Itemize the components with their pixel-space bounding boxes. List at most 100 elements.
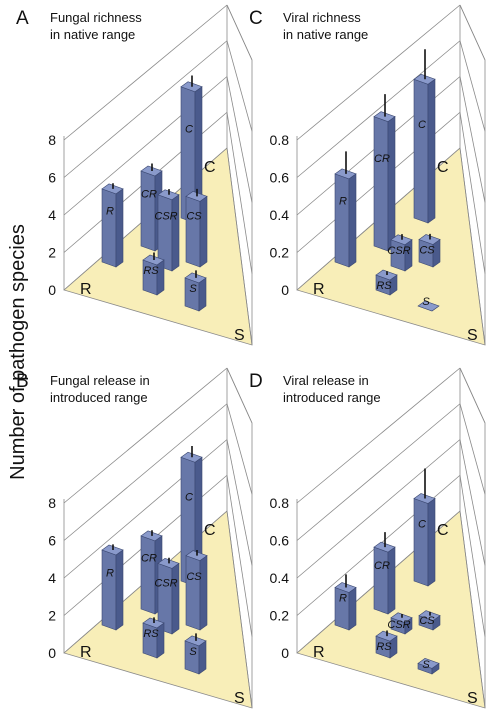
bar-label-rs: RS bbox=[143, 265, 159, 277]
grid-line-left bbox=[63, 4, 228, 141]
vertex-label-c: C bbox=[437, 159, 449, 176]
y-axis-label: Number of pathogen species bbox=[7, 224, 29, 480]
vertex-label-c: C bbox=[437, 522, 449, 539]
panel-b: 0 2 4 6 8 B Fungal release in introduced range R… bbox=[12, 363, 257, 718]
bar-label-r: R bbox=[106, 205, 114, 217]
bar-cs bbox=[418, 234, 441, 268]
bar-label-rs: RS bbox=[376, 280, 392, 292]
grid-line-right bbox=[459, 439, 486, 566]
bar-r bbox=[101, 544, 124, 631]
bar-r bbox=[334, 168, 357, 268]
vertex-label-r: R bbox=[313, 644, 325, 661]
vertex-label-s: S bbox=[234, 690, 245, 707]
grid-line-right bbox=[226, 403, 253, 495]
vertex-label-c: C bbox=[204, 159, 216, 176]
panel-c: 0 0.2 0.4 0.6 0.8 C Viral richness in native ra… bbox=[245, 0, 490, 355]
bar-label-rs: RS bbox=[376, 641, 392, 653]
bar-r bbox=[334, 582, 357, 631]
y-tick-label: 0.4 bbox=[270, 570, 290, 586]
panel-letter: D bbox=[249, 371, 263, 392]
grid-line-right bbox=[459, 147, 486, 346]
vertex-label-s: S bbox=[234, 327, 245, 344]
y-tick-label: 0 bbox=[48, 282, 56, 298]
bar-label-cr: CR bbox=[141, 552, 157, 564]
bar-label-csr: CSR bbox=[154, 577, 177, 589]
bar-label-s: S bbox=[422, 296, 430, 308]
bar-label-c: C bbox=[418, 518, 426, 530]
bar-label-c: C bbox=[185, 124, 193, 136]
y-tick-label: 0.6 bbox=[270, 533, 290, 549]
grid-line-right bbox=[226, 4, 253, 61]
grid-line-right bbox=[226, 40, 253, 132]
y-axis-label-area: Number of pathogen species bbox=[0, 0, 40, 718]
vertex-label-r: R bbox=[80, 281, 92, 298]
bar-rs bbox=[142, 617, 165, 659]
grid-line-right bbox=[226, 147, 253, 346]
vertex-label-r: R bbox=[80, 644, 92, 661]
grid-line-right bbox=[226, 475, 253, 637]
y-tick-label: 8 bbox=[48, 495, 56, 511]
bar-label-s: S bbox=[189, 283, 197, 295]
y-tick-label: 0 bbox=[48, 645, 56, 661]
panel-title-line: Fungal release in bbox=[50, 373, 150, 388]
grid-line-right bbox=[226, 112, 253, 274]
bar-label-cr: CR bbox=[374, 153, 390, 165]
grid-line-right bbox=[226, 367, 253, 424]
bar-label-s: S bbox=[422, 659, 430, 671]
y-tick-label: 0.2 bbox=[270, 608, 290, 624]
grid-line-right bbox=[459, 112, 486, 274]
y-tick-label: 4 bbox=[48, 570, 56, 586]
grid-line-right bbox=[226, 439, 253, 566]
grid-line-left bbox=[296, 4, 461, 141]
panel-title-line: introduced range bbox=[50, 390, 148, 405]
grid-line-left bbox=[63, 403, 228, 541]
bar-label-csr: CSR bbox=[154, 211, 177, 223]
panel-title-line: Fungal richness bbox=[50, 10, 142, 25]
bar-label-csr: CSR bbox=[387, 245, 410, 257]
grid-line-right bbox=[459, 76, 486, 203]
bar-c bbox=[413, 493, 436, 587]
bar-label-cs: CS bbox=[419, 245, 435, 257]
bar-cs bbox=[185, 550, 208, 631]
bar-cr bbox=[140, 530, 163, 615]
grid-line-left bbox=[63, 367, 228, 504]
bar-label-r: R bbox=[339, 593, 347, 605]
grid-line-right bbox=[459, 367, 486, 424]
bar-label-c: C bbox=[418, 119, 426, 131]
bar-c bbox=[413, 73, 436, 224]
bar-s bbox=[417, 658, 440, 675]
bar-label-cr: CR bbox=[374, 560, 390, 572]
bar-label-r: R bbox=[339, 196, 347, 208]
grid-line-left bbox=[296, 367, 461, 504]
y-tick-label: 0.6 bbox=[270, 170, 290, 186]
panel-letter: A bbox=[16, 8, 29, 29]
panel-letter: B bbox=[16, 371, 29, 392]
bar-label-r: R bbox=[106, 567, 114, 579]
grid-line-right bbox=[226, 510, 253, 709]
y-tick-label: 4 bbox=[48, 207, 56, 223]
y-tick-label: 2 bbox=[48, 245, 56, 261]
y-tick-label: 0.4 bbox=[270, 207, 290, 223]
panel-title-line: introduced range bbox=[283, 390, 381, 405]
bar-rs bbox=[375, 630, 398, 659]
grid-line-left bbox=[296, 403, 461, 541]
grid-line-left bbox=[296, 40, 461, 178]
grid-line-right bbox=[226, 76, 253, 203]
bar-s bbox=[417, 300, 440, 312]
bar-label-s: S bbox=[189, 646, 197, 658]
vertex-label-r: R bbox=[313, 281, 325, 298]
panel-letter: C bbox=[249, 8, 263, 29]
panel-d: 0 0.2 0.4 0.6 0.8 D Viral release in introduced… bbox=[245, 363, 490, 718]
panel-title-line: in native range bbox=[50, 27, 135, 42]
panel-title-line: Viral richness bbox=[283, 10, 361, 25]
bar-label-cs: CS bbox=[186, 210, 202, 222]
bar-label-c: C bbox=[185, 492, 193, 504]
y-tick-label: 6 bbox=[48, 533, 56, 549]
grid-line-left bbox=[63, 40, 228, 178]
bar-label-cs: CS bbox=[419, 615, 435, 627]
grid-line-left bbox=[296, 439, 461, 579]
grid-line-right bbox=[459, 475, 486, 637]
y-tick-label: 0.8 bbox=[270, 132, 290, 148]
bar-label-csr: CSR bbox=[387, 619, 410, 631]
bar-s bbox=[184, 272, 207, 312]
